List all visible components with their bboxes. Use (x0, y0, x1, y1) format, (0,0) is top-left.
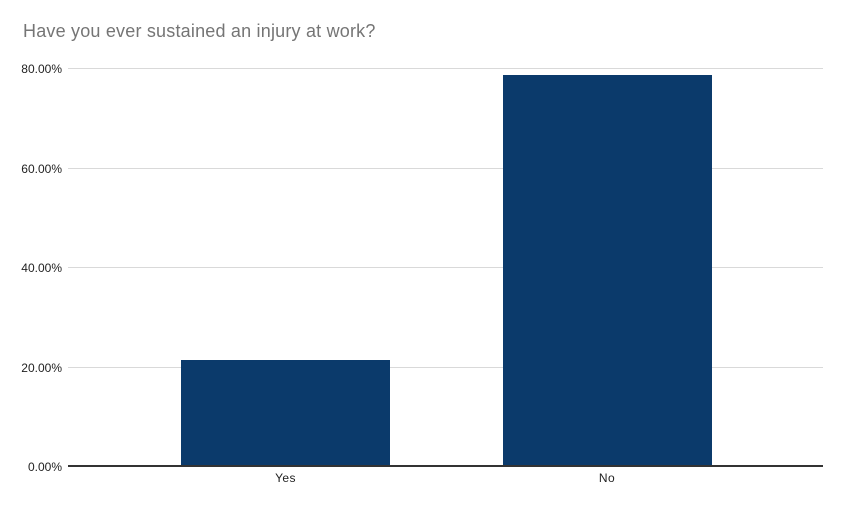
x-axis-label-yes: Yes (275, 471, 296, 485)
y-axis-tick-label: 0.00% (27, 460, 62, 474)
y-axis-tick-label: 60.00% (21, 161, 62, 176)
gridline-40.00% (68, 267, 823, 268)
y-axis-tick-label: 20.00% (21, 360, 62, 375)
gridline-60.00% (68, 167, 823, 169)
y-axis-tick-label: 40.00% (21, 261, 62, 275)
bar-no[interactable] (502, 74, 712, 466)
x-axis-label-no: No (598, 471, 616, 485)
y-axis-tick-label: 80.00% (21, 62, 62, 76)
x-axis-line (68, 465, 823, 467)
gridline-80.00% (68, 68, 823, 69)
bar-yes[interactable] (181, 359, 390, 466)
chart-title: Have you ever sustained an injury at wor… (23, 21, 376, 41)
gridline-20.00% (68, 366, 823, 368)
